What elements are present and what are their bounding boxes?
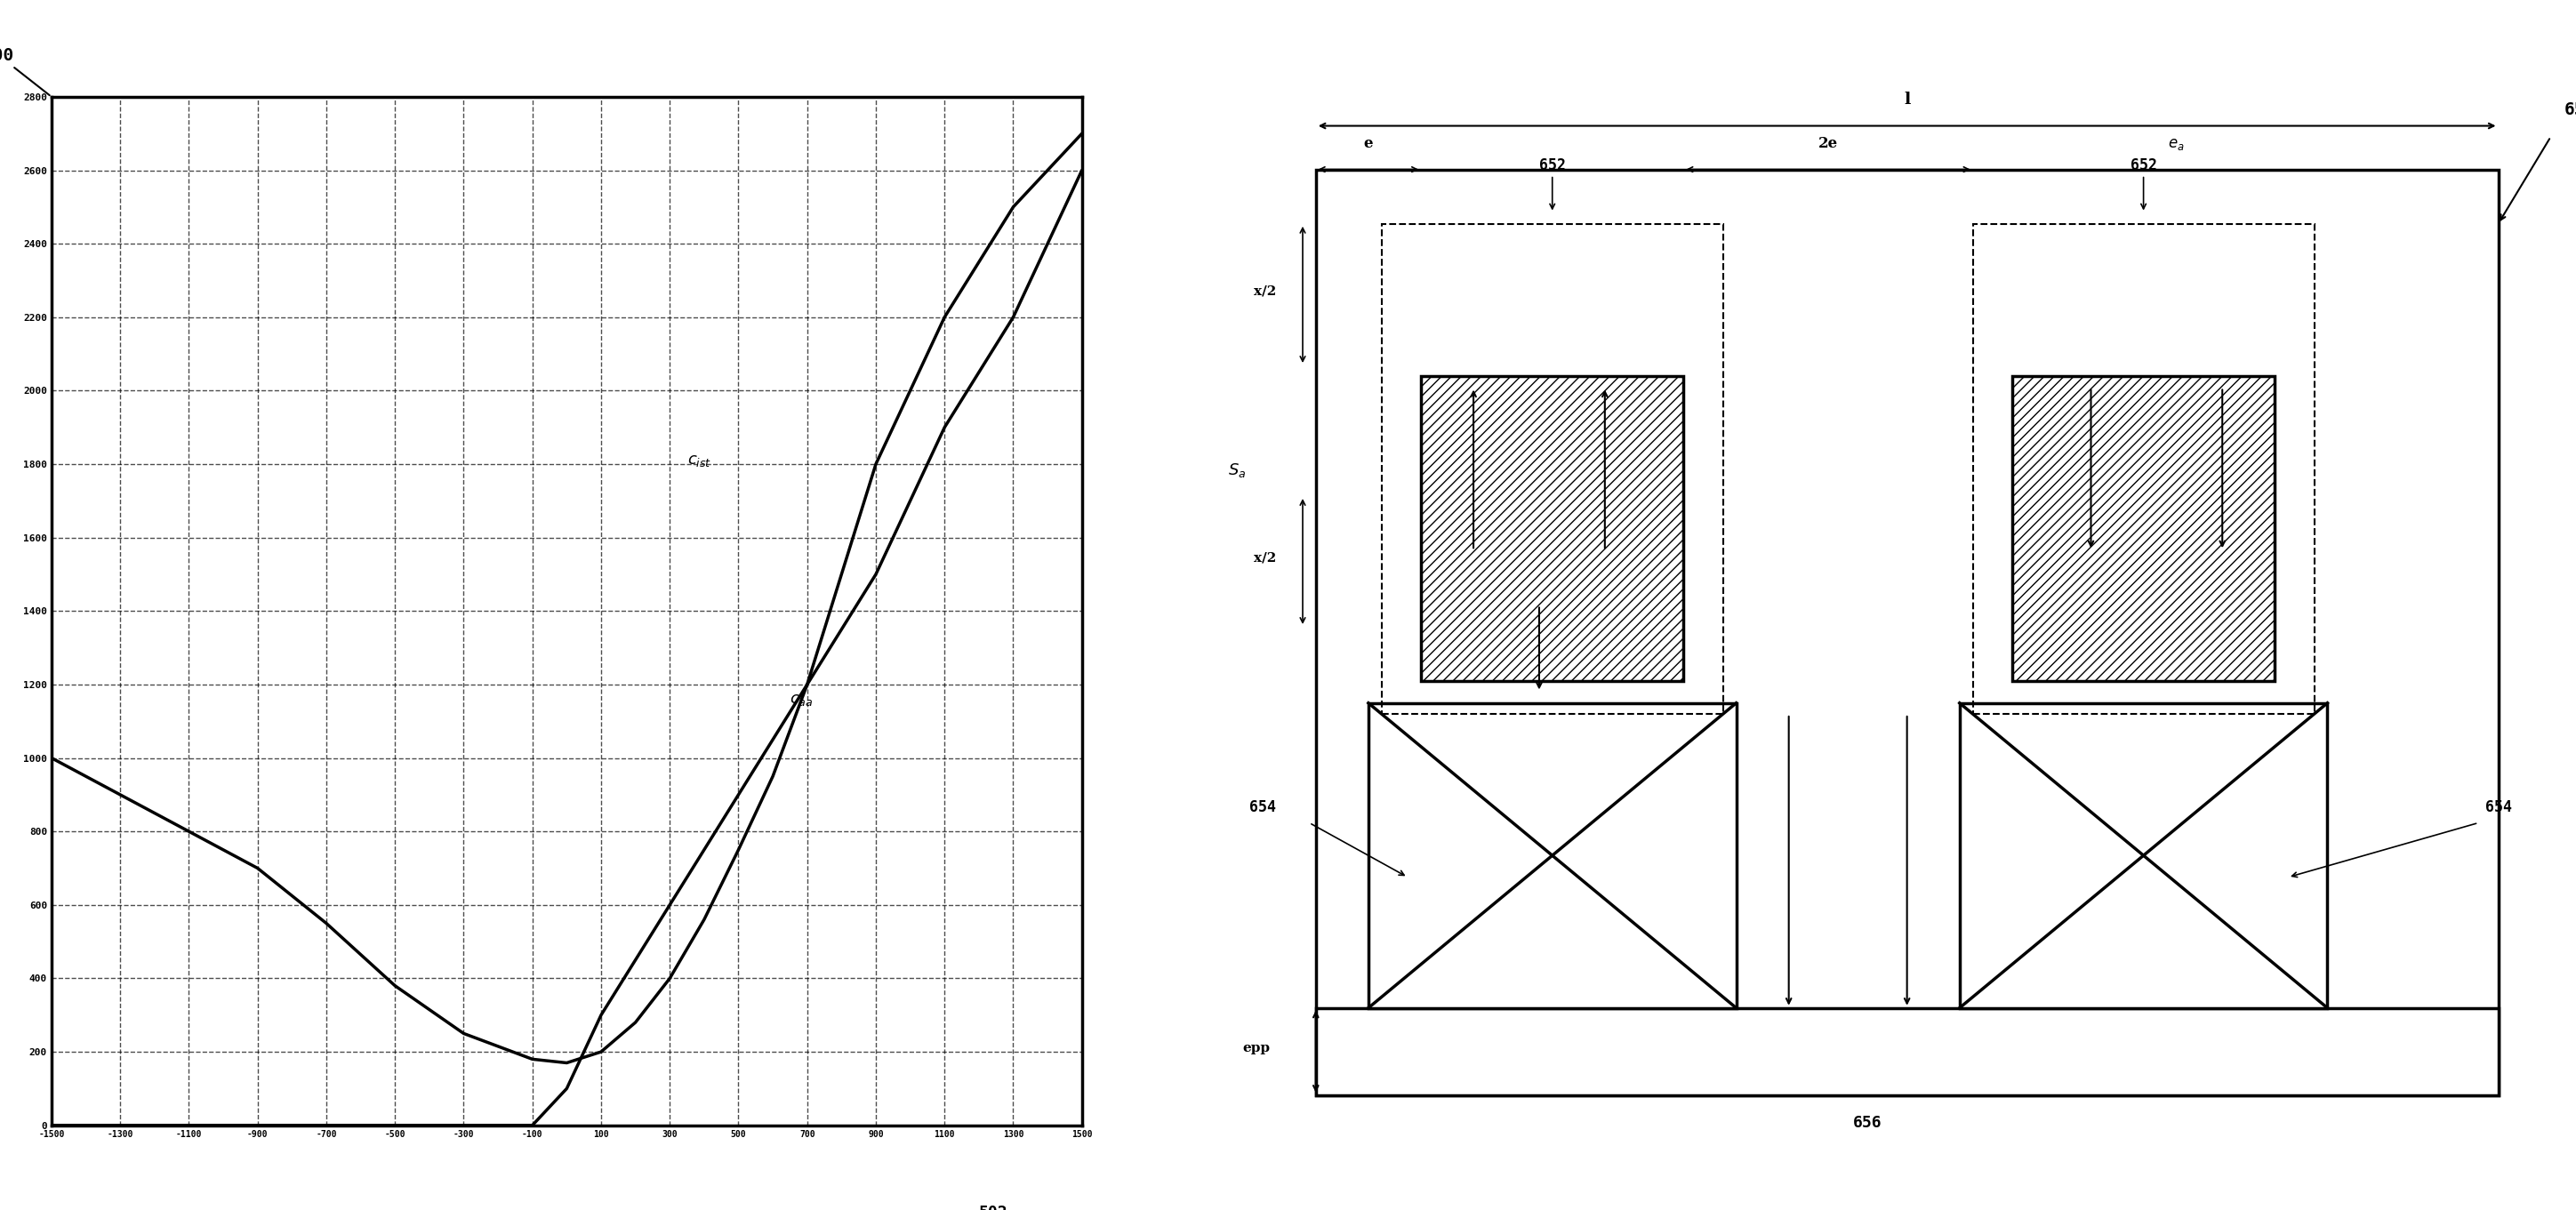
Text: 500: 500 — [0, 47, 49, 96]
Text: 650: 650 — [2563, 102, 2576, 119]
Bar — [1381, 224, 1723, 714]
Text: 2e: 2e — [1819, 136, 1839, 151]
Bar — [2012, 376, 2275, 681]
Text: $c_{ist}$: $c_{ist}$ — [688, 453, 711, 468]
Text: 654: 654 — [1249, 800, 1275, 816]
Bar — [1422, 376, 1685, 681]
Text: $S_a$: $S_a$ — [1229, 461, 1247, 479]
Bar — [1368, 703, 1736, 1008]
Text: 652: 652 — [1538, 157, 1566, 173]
Text: epp: epp — [1242, 1042, 1270, 1054]
Text: e: e — [1363, 136, 1373, 151]
Text: $c_{aa}$: $c_{aa}$ — [791, 691, 814, 708]
Text: 656: 656 — [1852, 1116, 1883, 1131]
Bar — [1316, 169, 2499, 1095]
Text: $e_a$: $e_a$ — [2169, 137, 2184, 152]
Bar — [1973, 224, 2313, 714]
Bar — [1316, 1008, 2499, 1095]
Bar — [1960, 703, 2329, 1008]
Text: 654: 654 — [2486, 800, 2512, 816]
Text: x/2: x/2 — [1255, 284, 1275, 298]
Text: x/2: x/2 — [1255, 552, 1275, 564]
Text: l: l — [1904, 92, 1911, 108]
Text: 502: 502 — [979, 1205, 1007, 1210]
Text: 652: 652 — [2130, 157, 2156, 173]
